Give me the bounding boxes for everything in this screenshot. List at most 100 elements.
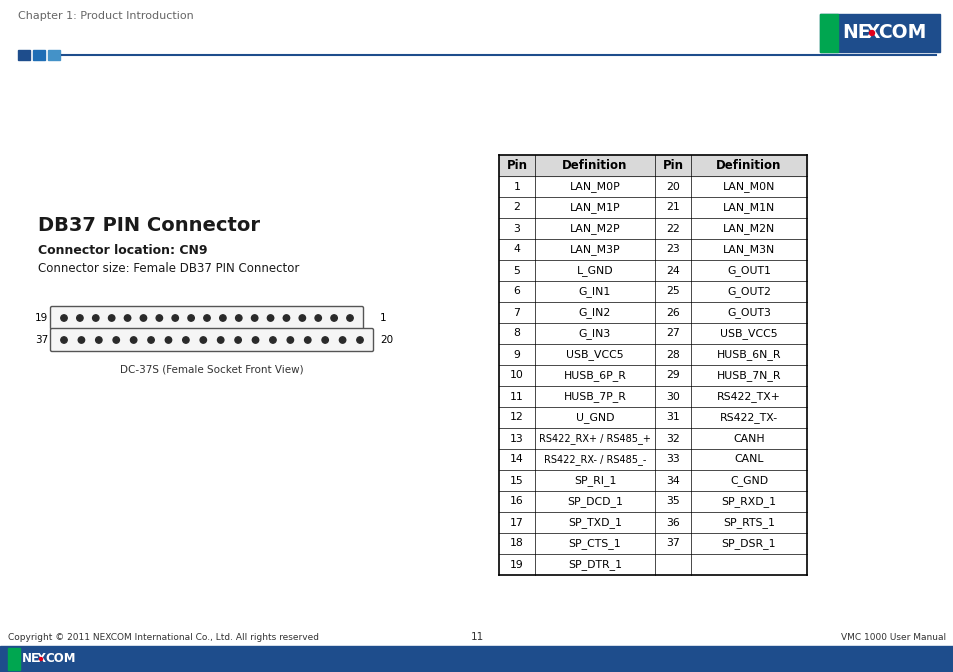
Circle shape: [148, 337, 154, 343]
Text: 25: 25: [665, 286, 679, 296]
Text: 12: 12: [510, 413, 523, 423]
FancyBboxPatch shape: [51, 306, 363, 329]
Text: 32: 32: [665, 433, 679, 444]
Text: 26: 26: [665, 308, 679, 317]
Text: CANH: CANH: [733, 433, 764, 444]
Text: COM: COM: [877, 24, 925, 42]
Circle shape: [78, 337, 85, 343]
Circle shape: [267, 314, 274, 321]
Circle shape: [172, 314, 178, 321]
Circle shape: [92, 314, 99, 321]
Circle shape: [112, 337, 119, 343]
Text: 33: 33: [665, 454, 679, 464]
Bar: [498, 155, 806, 176]
Circle shape: [39, 657, 43, 661]
Text: USB_VCC5: USB_VCC5: [720, 328, 777, 339]
Circle shape: [356, 337, 363, 343]
Text: HUSB_7N_R: HUSB_7N_R: [716, 370, 781, 381]
Bar: [18, 50, 30, 60]
Text: RS422_TX+: RS422_TX+: [717, 391, 781, 402]
Text: LAN_M0P: LAN_M0P: [569, 181, 619, 192]
Text: 8: 8: [513, 329, 520, 339]
Text: C_GND: C_GND: [729, 475, 767, 486]
Text: 29: 29: [665, 370, 679, 380]
Text: 27: 27: [665, 329, 679, 339]
Text: G_IN1: G_IN1: [578, 286, 611, 297]
Text: 9: 9: [513, 349, 520, 360]
Text: NE: NE: [22, 653, 40, 665]
Text: LAN_M0N: LAN_M0N: [722, 181, 775, 192]
Circle shape: [270, 337, 275, 343]
Circle shape: [234, 337, 241, 343]
Bar: [498, 155, 806, 575]
Circle shape: [140, 314, 147, 321]
Circle shape: [200, 337, 206, 343]
Text: DC-37S (Female Socket Front View): DC-37S (Female Socket Front View): [120, 364, 303, 374]
Bar: [8, 648, 20, 670]
Text: 17: 17: [510, 517, 523, 528]
Text: Pin: Pin: [506, 159, 527, 172]
Text: G_OUT3: G_OUT3: [726, 307, 770, 318]
Text: 19: 19: [510, 560, 523, 569]
Circle shape: [204, 314, 210, 321]
Circle shape: [283, 314, 290, 321]
Circle shape: [304, 337, 311, 343]
Text: RS422_RX+ / RS485_+: RS422_RX+ / RS485_+: [538, 433, 650, 444]
Text: SP_TXD_1: SP_TXD_1: [567, 517, 621, 528]
Circle shape: [156, 314, 162, 321]
Circle shape: [299, 314, 305, 321]
Text: 1: 1: [379, 313, 386, 323]
Text: 2: 2: [513, 202, 520, 212]
Circle shape: [287, 337, 294, 343]
Text: SP_DSR_1: SP_DSR_1: [721, 538, 776, 549]
Text: SP_RXD_1: SP_RXD_1: [720, 496, 776, 507]
Circle shape: [165, 337, 172, 343]
Text: 20: 20: [379, 335, 393, 345]
Text: L_GND: L_GND: [576, 265, 613, 276]
Text: 16: 16: [510, 497, 523, 507]
Text: 34: 34: [665, 476, 679, 485]
Circle shape: [188, 314, 194, 321]
Text: 10: 10: [510, 370, 523, 380]
Text: Connector location: CN9: Connector location: CN9: [38, 244, 208, 257]
Text: 6: 6: [513, 286, 520, 296]
Text: U_GND: U_GND: [576, 412, 614, 423]
Circle shape: [131, 337, 136, 343]
Bar: [0, 646, 953, 672]
Text: Definition: Definition: [561, 159, 627, 172]
Bar: [0, 628, 953, 646]
Circle shape: [76, 314, 83, 321]
Text: 30: 30: [665, 392, 679, 401]
Circle shape: [347, 314, 353, 321]
Text: LAN_M3P: LAN_M3P: [569, 244, 619, 255]
Text: 11: 11: [510, 392, 523, 401]
Bar: [820, 14, 837, 52]
Circle shape: [182, 337, 189, 343]
Text: NE: NE: [841, 24, 869, 42]
Text: 15: 15: [510, 476, 523, 485]
Text: 22: 22: [665, 224, 679, 233]
Text: LAN_M1P: LAN_M1P: [569, 202, 619, 213]
Text: X: X: [865, 24, 880, 42]
Text: 37: 37: [665, 538, 679, 548]
Text: X: X: [37, 653, 46, 665]
Text: LAN_M3N: LAN_M3N: [722, 244, 774, 255]
Text: COM: COM: [45, 653, 75, 665]
Text: Connector size: Female DB37 PIN Connector: Connector size: Female DB37 PIN Connecto…: [38, 262, 299, 275]
Text: DB37 PIN Connector: DB37 PIN Connector: [38, 216, 260, 235]
Circle shape: [235, 314, 242, 321]
Text: G_IN3: G_IN3: [578, 328, 611, 339]
Text: Chapter 1: Product Introduction: Chapter 1: Product Introduction: [18, 11, 193, 21]
Text: Copyright © 2011 NEXCOM International Co., Ltd. All rights reserved: Copyright © 2011 NEXCOM International Co…: [8, 632, 318, 642]
Text: RS422_RX- / RS485_-: RS422_RX- / RS485_-: [543, 454, 645, 465]
Text: CANL: CANL: [734, 454, 763, 464]
Text: G_OUT2: G_OUT2: [726, 286, 770, 297]
Text: 1: 1: [513, 181, 520, 192]
Text: 11: 11: [470, 632, 483, 642]
Circle shape: [217, 337, 224, 343]
Text: 14: 14: [510, 454, 523, 464]
Circle shape: [331, 314, 337, 321]
Text: 18: 18: [510, 538, 523, 548]
Text: LAN_M2P: LAN_M2P: [569, 223, 619, 234]
Text: RS422_TX-: RS422_TX-: [720, 412, 778, 423]
